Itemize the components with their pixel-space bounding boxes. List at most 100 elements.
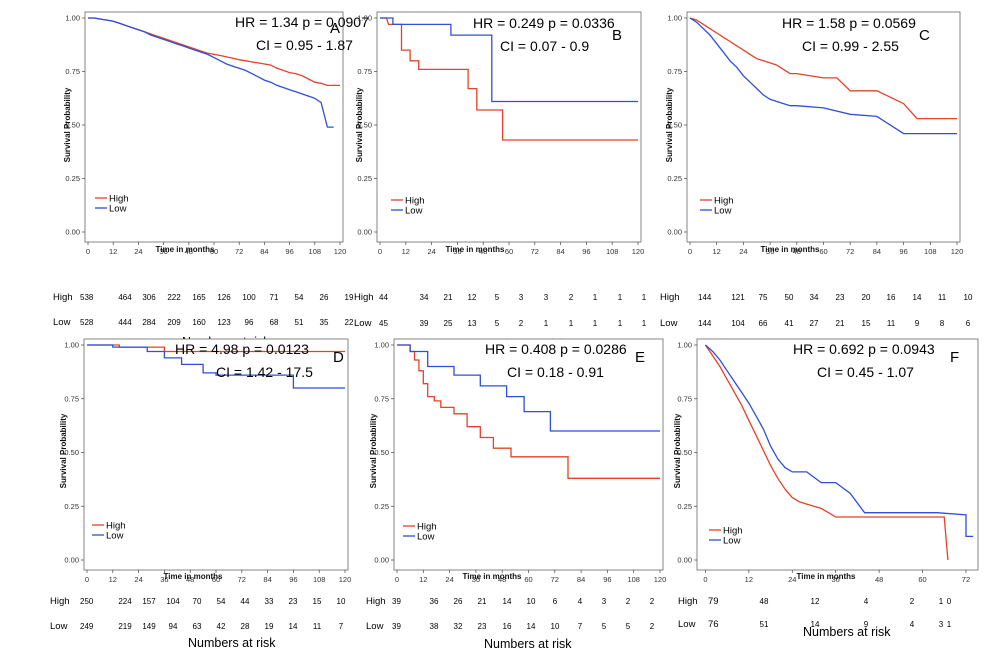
x-tick-label: 72 [846, 247, 854, 256]
x-axis-label: Time in months [463, 572, 523, 581]
risk-value: 165 [192, 293, 206, 302]
x-tick-label: 72 [962, 575, 970, 584]
risk-value: 63 [193, 622, 202, 631]
risk-value: 222 [167, 293, 181, 302]
risk-value: 12 [811, 597, 820, 606]
risk-value: 123 [217, 318, 231, 327]
risk-value: 306 [142, 293, 156, 302]
risk-value: 9 [915, 319, 920, 328]
risk-value: 224 [118, 597, 132, 606]
panel-letter-c: C [919, 27, 930, 44]
x-tick-label: 12 [419, 575, 427, 584]
legend-label-low: Low [723, 536, 741, 547]
x-tick-label: 120 [339, 575, 352, 584]
x-tick-label: 60 [524, 575, 532, 584]
risk-value: 5 [495, 293, 500, 302]
x-tick-label: 108 [924, 247, 937, 256]
ci-stat-a: CI = 0.95 - 1.87 [256, 37, 353, 53]
risk-value: 10 [551, 622, 560, 631]
risk-value: 2 [569, 293, 574, 302]
risk-value: 219 [118, 622, 132, 631]
plot-frame [696, 338, 979, 571]
legend-label-low: Low [109, 204, 127, 215]
x-tick-label: 24 [134, 575, 142, 584]
risk-value: 13 [468, 319, 477, 328]
legend-label-high: High [106, 521, 126, 532]
risk-value: 44 [241, 597, 250, 606]
x-tick-label: 120 [632, 247, 645, 256]
x-tick-label: 24 [134, 247, 142, 256]
risk-value: 79 [708, 596, 719, 607]
curve-low-f [704, 344, 974, 538]
risk-value: 5 [602, 622, 607, 631]
curve-high-f [704, 344, 949, 561]
risk-value: 4 [578, 597, 583, 606]
risk-value: 1 [569, 319, 574, 328]
km-panel-a: 0.00 0.25 0.50 0.75 1.00 0 12 24 36 48 60 72 84 96 108… [53, 11, 369, 349]
x-tick-label: 48 [186, 575, 194, 584]
ci-stat-d: CI = 1.42 - 17.5 [216, 364, 313, 380]
y-tick-label: 0.50 [65, 121, 80, 130]
risk-value: 4 [864, 597, 869, 606]
risk-value: 36 [430, 597, 439, 606]
risk-value: 3 [519, 293, 524, 302]
risk-value: 1 [593, 319, 598, 328]
risk-value: 104 [166, 597, 180, 606]
risk-value: 121 [731, 293, 745, 302]
risk-value: 5 [495, 319, 500, 328]
x-tick-label: 96 [289, 575, 297, 584]
risk-value: 22 [345, 318, 354, 327]
legend-label-low: Low [405, 206, 423, 217]
x-tick-label: 84 [260, 247, 268, 256]
risk-value: 94 [169, 622, 178, 631]
risk-value: 33 [265, 597, 274, 606]
km-panel-c: 0.000.250.500.751.000 12 24 36 48 60 72 84 96 108… [660, 11, 973, 352]
risk-value: 76 [708, 619, 719, 630]
ci-stat-e: CI = 0.18 - 0.91 [507, 364, 604, 380]
risk-value: 27 [810, 319, 819, 328]
y-axis-label: Survival Probability [665, 87, 674, 162]
risk-value: 75 [759, 293, 768, 302]
x-tick-label: 12 [109, 575, 117, 584]
x-tick-label: 72 [238, 575, 246, 584]
risk-row-label: Low [354, 318, 372, 329]
curve-low-c [689, 17, 957, 135]
x-tick-label: 0 [85, 575, 89, 584]
y-tick-label: 0.00 [65, 228, 80, 237]
y-tick-label: 0.00 [374, 556, 389, 565]
risk-value: 15 [862, 319, 871, 328]
risk-value: 39 [420, 319, 429, 328]
y-tick-label: 0.75 [65, 67, 80, 76]
x-tick-label: 24 [788, 575, 796, 584]
risk-value: 51 [760, 620, 769, 629]
risk-value: 51 [295, 318, 304, 327]
y-tick-label: 0.50 [677, 448, 692, 457]
x-tick-label: 48 [479, 247, 487, 256]
x-axis-label: Time in months [797, 572, 857, 581]
risk-value: 149 [142, 622, 156, 631]
risk-value: 2 [910, 597, 915, 606]
x-tick-label: 84 [263, 575, 271, 584]
risk-value: 54 [295, 293, 304, 302]
risk-value: 41 [785, 319, 794, 328]
risk-value: 23 [289, 597, 298, 606]
risk-value: 54 [217, 597, 226, 606]
x-tick-label: 108 [309, 247, 322, 256]
y-tick-label: 0.00 [64, 556, 79, 565]
risk-value: 35 [320, 318, 329, 327]
panel-letter-b: B [612, 27, 622, 44]
risk-value: 38 [430, 622, 439, 631]
risk-row-label: Low [678, 619, 696, 630]
x-tick-label: 120 [951, 247, 964, 256]
risk-value: 1 [593, 293, 598, 302]
risk-value: 1 [618, 293, 623, 302]
risk-value: 444 [118, 318, 132, 327]
y-tick-label: 0.25 [357, 174, 372, 183]
risk-row-label: High [366, 596, 386, 607]
plot-frame [84, 11, 344, 243]
risk-value: 14 [913, 293, 922, 302]
km-panel-e: 0.000.250.500.751.000 12 24 36 48 60 72 84 96 108… [366, 338, 666, 651]
risk-value: 2 [626, 597, 631, 606]
